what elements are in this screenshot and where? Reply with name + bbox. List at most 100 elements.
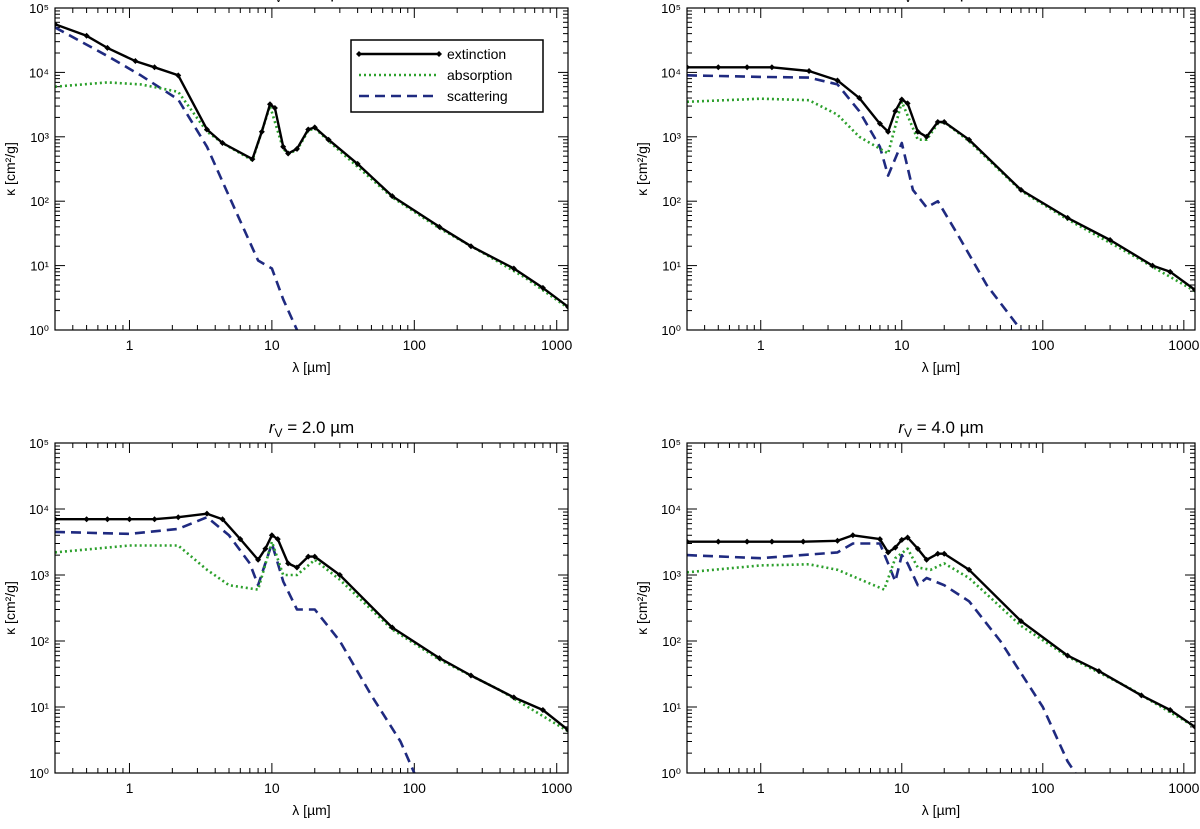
extinction-marker bbox=[285, 150, 292, 157]
extinction-marker bbox=[565, 726, 568, 733]
extinction-marker bbox=[325, 136, 332, 143]
x-tick-label: 100 bbox=[403, 337, 427, 353]
y-tick-label: 10¹ bbox=[30, 700, 49, 715]
extinction-marker bbox=[219, 140, 226, 147]
extinction-marker bbox=[876, 536, 883, 543]
scattering-line bbox=[687, 74, 1023, 330]
extinction-marker bbox=[83, 32, 90, 39]
extinction-marker bbox=[914, 128, 921, 135]
extinction-marker bbox=[262, 545, 269, 552]
y-tick-label: 10¹ bbox=[662, 700, 681, 715]
x-axis-label: λ [µm] bbox=[292, 802, 330, 818]
extinction-marker bbox=[467, 672, 474, 679]
y-tick-label: 10² bbox=[662, 194, 681, 209]
extinction-marker bbox=[687, 64, 690, 71]
extinction-marker bbox=[806, 68, 813, 75]
extinction-marker bbox=[966, 136, 973, 143]
panel-3: rV = 2.0 µm 1 10 100 1000 10⁰ 10¹ 10² 10³ 10⁴ 10⁵ λ… bbox=[2, 418, 573, 818]
legend-label-absorption: absorption bbox=[447, 67, 512, 83]
y-tick-label: 10¹ bbox=[662, 259, 681, 274]
panel-4: rV = 4.0 µm 1 10 100 1000 10⁰ 10¹ 10² 10³ 10⁴ 10⁵ λ… bbox=[634, 418, 1200, 818]
extinction-marker bbox=[175, 72, 182, 79]
y-tick-label: 10⁵ bbox=[661, 1, 681, 16]
extinction-marker bbox=[175, 514, 182, 521]
extinction-marker bbox=[132, 58, 139, 65]
y-tick-label: 10⁴ bbox=[661, 65, 681, 80]
y-tick-label: 10⁵ bbox=[29, 436, 49, 451]
extinction-marker bbox=[539, 707, 546, 714]
x-tick-label: 1000 bbox=[1168, 780, 1199, 796]
y-tick-label: 10⁰ bbox=[29, 766, 49, 781]
extinction-marker bbox=[744, 64, 751, 71]
x-tick-label: 10 bbox=[264, 337, 280, 353]
extinction-marker bbox=[539, 284, 546, 291]
y-tick-label: 10⁴ bbox=[29, 502, 49, 517]
extinction-marker bbox=[715, 64, 722, 71]
extinction-marker bbox=[834, 537, 841, 544]
absorption-line bbox=[687, 97, 1195, 293]
y-tick-label: 10¹ bbox=[30, 259, 49, 274]
extinction-marker bbox=[268, 532, 275, 539]
extinction-marker bbox=[311, 124, 318, 131]
extinction-marker bbox=[104, 44, 111, 51]
extinction-marker bbox=[311, 553, 318, 560]
extinction-line bbox=[687, 66, 1195, 291]
extinction-marker bbox=[1167, 268, 1174, 275]
x-tick-label: 10 bbox=[894, 337, 910, 353]
chart-title: rV = 0.2 µm bbox=[269, 0, 354, 5]
x-tick-label: 100 bbox=[1031, 337, 1055, 353]
extinction-marker bbox=[1017, 186, 1024, 193]
extinction-marker bbox=[293, 564, 300, 571]
scattering-line bbox=[55, 26, 299, 330]
extinction-marker bbox=[914, 545, 921, 552]
extinction-marker bbox=[203, 126, 210, 133]
extinction-marker bbox=[203, 510, 210, 517]
extinction-marker bbox=[856, 95, 863, 102]
extinction-marker bbox=[768, 538, 775, 545]
extinction-marker bbox=[104, 516, 111, 523]
extinction-line bbox=[687, 534, 1195, 728]
y-tick-label: 10³ bbox=[662, 568, 681, 583]
x-tick-label: 1000 bbox=[541, 780, 572, 796]
extinction-marker bbox=[1192, 723, 1195, 730]
extinction-marker bbox=[436, 655, 443, 662]
x-tick-label: 10 bbox=[894, 780, 910, 796]
extinction-marker bbox=[1192, 286, 1195, 293]
y-tick-label: 10³ bbox=[662, 130, 681, 145]
extinction-marker bbox=[898, 96, 905, 103]
legend: extinction absorption scattering bbox=[350, 39, 544, 113]
x-tick-label: 1 bbox=[757, 780, 765, 796]
extinction-marker bbox=[237, 536, 244, 543]
x-axis-label: λ [µm] bbox=[922, 359, 960, 375]
y-tick-label: 10³ bbox=[30, 568, 49, 583]
y-tick-label: 10³ bbox=[30, 130, 49, 145]
extinction-marker bbox=[467, 243, 474, 250]
x-tick-label: 1 bbox=[126, 337, 134, 353]
extinction-marker bbox=[436, 223, 443, 230]
chart-title: rV = 1.2 µm bbox=[898, 0, 983, 5]
extinction-marker bbox=[55, 21, 58, 28]
scattering-line bbox=[687, 542, 1077, 773]
extinction-marker bbox=[267, 101, 274, 108]
extinction-marker bbox=[55, 516, 58, 523]
extinction-marker bbox=[849, 532, 856, 539]
extinction-marker bbox=[389, 193, 396, 200]
extinction-marker bbox=[389, 624, 396, 631]
y-tick-label: 10⁴ bbox=[29, 65, 49, 80]
y-axis-label: κ [cm²/g] bbox=[2, 142, 18, 196]
plot-frame bbox=[54, 442, 569, 774]
extinction-marker bbox=[510, 265, 517, 272]
extinction-marker bbox=[255, 556, 262, 563]
y-axis-label: κ [cm²/g] bbox=[2, 581, 18, 635]
legend-label-extinction: extinction bbox=[447, 46, 506, 62]
extinction-marker bbox=[876, 120, 883, 127]
scattering-line bbox=[55, 515, 416, 773]
extinction-marker bbox=[1138, 692, 1145, 699]
legend-marker bbox=[436, 51, 442, 57]
chart-title: rV = 4.0 µm bbox=[898, 418, 983, 440]
extinction-marker bbox=[898, 536, 905, 543]
extinction-marker bbox=[966, 566, 973, 573]
x-tick-label: 10 bbox=[264, 780, 280, 796]
extinction-marker bbox=[715, 538, 722, 545]
